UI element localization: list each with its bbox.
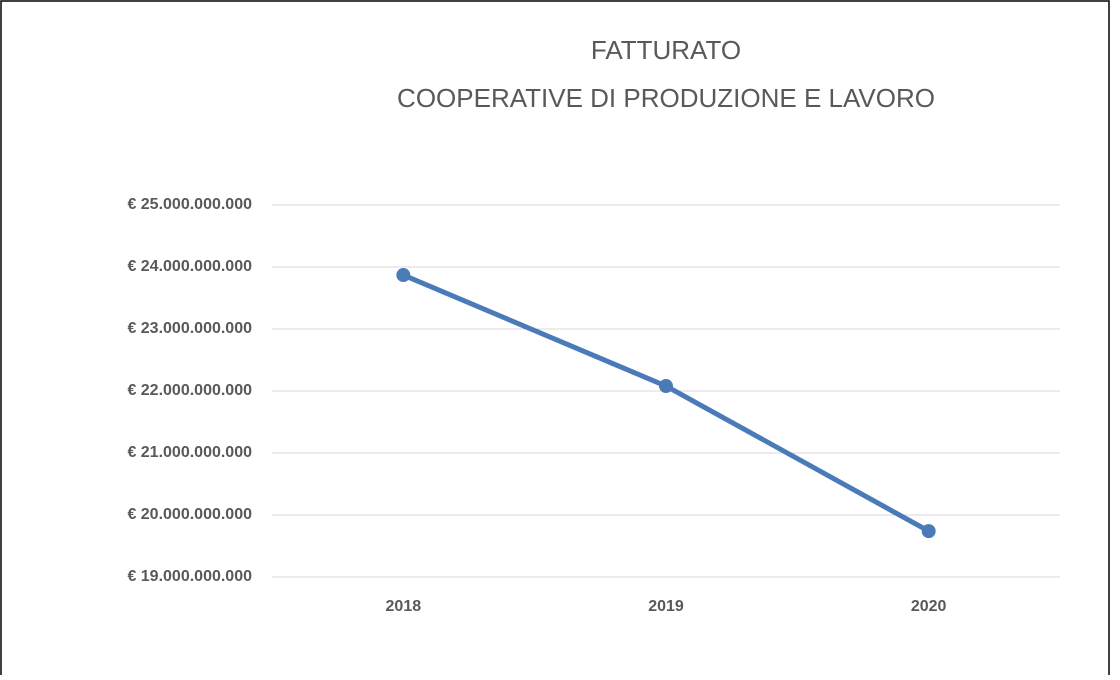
data-point — [396, 268, 411, 283]
data-point — [921, 524, 936, 539]
x-tick-label: 2019 — [648, 598, 684, 615]
y-tick-label: € 22.000.000.000 — [127, 382, 252, 399]
y-tick-label: € 21.000.000.000 — [127, 444, 252, 461]
y-tick-label: € 25.000.000.000 — [127, 196, 252, 213]
data-point — [659, 379, 673, 394]
y-tick-label: € 20.000.000.000 — [127, 506, 252, 523]
chart-title: FATTURATO — [591, 35, 741, 65]
x-tick-label: 2020 — [911, 598, 947, 615]
y-tick-label: € 24.000.000.000 — [127, 258, 252, 275]
x-tick-label: 2018 — [386, 598, 422, 615]
y-tick-label: € 19.000.000.000 — [127, 568, 252, 585]
chart-subtitle: COOPERATIVE DI PRODUZIONE E LAVORO — [397, 83, 935, 113]
y-tick-label: € 23.000.000.000 — [127, 320, 252, 337]
